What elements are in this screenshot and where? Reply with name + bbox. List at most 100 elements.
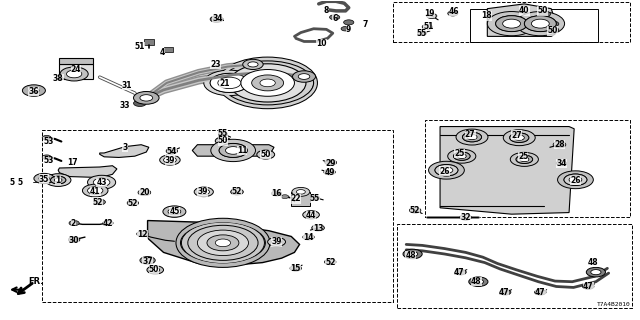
Text: 10: 10 xyxy=(316,39,326,48)
Circle shape xyxy=(211,139,255,162)
Text: 50: 50 xyxy=(537,6,547,15)
Text: 48: 48 xyxy=(588,258,598,267)
Circle shape xyxy=(509,133,529,142)
Circle shape xyxy=(310,196,319,200)
Circle shape xyxy=(410,207,421,213)
Circle shape xyxy=(134,100,147,107)
Text: 21: 21 xyxy=(219,79,230,88)
Text: 24: 24 xyxy=(71,65,81,74)
Circle shape xyxy=(292,71,316,82)
Circle shape xyxy=(514,135,524,140)
Circle shape xyxy=(140,95,153,101)
Circle shape xyxy=(166,148,177,154)
Text: 50: 50 xyxy=(260,150,271,159)
Text: 28: 28 xyxy=(554,140,564,149)
Circle shape xyxy=(429,161,465,179)
Bar xyxy=(397,224,632,308)
Circle shape xyxy=(516,155,532,164)
Circle shape xyxy=(455,269,467,275)
Polygon shape xyxy=(100,145,149,157)
Text: 5: 5 xyxy=(10,178,15,187)
Circle shape xyxy=(516,155,532,164)
Circle shape xyxy=(67,70,82,78)
Text: 7: 7 xyxy=(362,20,367,29)
Circle shape xyxy=(467,134,477,140)
Text: 25: 25 xyxy=(454,149,465,158)
Circle shape xyxy=(510,152,538,166)
Text: 19: 19 xyxy=(424,9,435,18)
Text: 50: 50 xyxy=(148,265,159,275)
Circle shape xyxy=(60,67,88,81)
Text: 45: 45 xyxy=(169,207,180,216)
Text: T7A4B2010: T7A4B2010 xyxy=(596,302,630,307)
Circle shape xyxy=(210,73,248,92)
Circle shape xyxy=(509,133,529,142)
Circle shape xyxy=(408,252,418,257)
Text: 55: 55 xyxy=(417,29,427,38)
Text: 48: 48 xyxy=(471,277,482,286)
Text: 29: 29 xyxy=(326,159,336,168)
Circle shape xyxy=(241,69,294,96)
Circle shape xyxy=(547,27,559,33)
Text: 52: 52 xyxy=(410,206,420,215)
Circle shape xyxy=(45,174,71,187)
Text: 50: 50 xyxy=(218,136,228,145)
Circle shape xyxy=(524,16,556,32)
Text: 55: 55 xyxy=(310,194,320,203)
Circle shape xyxy=(248,62,258,67)
Circle shape xyxy=(204,70,255,96)
Circle shape xyxy=(403,249,422,259)
Text: 15: 15 xyxy=(291,264,301,274)
Text: 39: 39 xyxy=(197,188,208,196)
Text: 37: 37 xyxy=(142,257,153,266)
Circle shape xyxy=(22,85,45,96)
Circle shape xyxy=(127,200,139,206)
Circle shape xyxy=(499,289,511,295)
Circle shape xyxy=(586,268,605,277)
Polygon shape xyxy=(58,166,117,178)
Circle shape xyxy=(435,164,458,176)
Circle shape xyxy=(168,208,180,215)
Text: 53: 53 xyxy=(44,156,54,165)
Text: 49: 49 xyxy=(324,168,335,177)
Circle shape xyxy=(324,259,336,265)
Circle shape xyxy=(243,59,263,69)
Circle shape xyxy=(303,211,319,219)
Text: 38: 38 xyxy=(53,74,63,83)
Circle shape xyxy=(163,206,186,217)
Circle shape xyxy=(307,212,316,217)
Circle shape xyxy=(539,11,550,17)
Text: 42: 42 xyxy=(103,219,113,228)
Circle shape xyxy=(160,155,180,165)
Circle shape xyxy=(230,189,243,195)
Text: 35: 35 xyxy=(39,175,49,184)
Text: 23: 23 xyxy=(210,60,221,69)
Polygon shape xyxy=(164,47,173,52)
Circle shape xyxy=(164,157,176,163)
Text: 17: 17 xyxy=(67,158,77,167)
Circle shape xyxy=(219,143,247,157)
Text: 25: 25 xyxy=(518,152,528,161)
Text: 54: 54 xyxy=(166,147,177,156)
Text: 4: 4 xyxy=(159,48,165,57)
Bar xyxy=(291,192,310,206)
Circle shape xyxy=(151,268,160,272)
Text: 27: 27 xyxy=(465,130,476,139)
Text: 3: 3 xyxy=(123,143,128,152)
Circle shape xyxy=(298,74,310,79)
Polygon shape xyxy=(192,145,274,156)
Circle shape xyxy=(197,230,248,256)
Text: 51: 51 xyxy=(424,22,434,31)
Circle shape xyxy=(520,157,529,162)
Text: 47: 47 xyxy=(583,282,593,291)
Text: 33: 33 xyxy=(120,101,131,110)
Polygon shape xyxy=(148,220,300,265)
Circle shape xyxy=(582,284,594,289)
Circle shape xyxy=(456,129,488,145)
Circle shape xyxy=(569,177,582,183)
Circle shape xyxy=(147,266,164,274)
Text: 6: 6 xyxy=(332,14,337,23)
Circle shape xyxy=(215,239,230,247)
Text: 52: 52 xyxy=(128,199,138,208)
Text: 34: 34 xyxy=(556,159,566,168)
